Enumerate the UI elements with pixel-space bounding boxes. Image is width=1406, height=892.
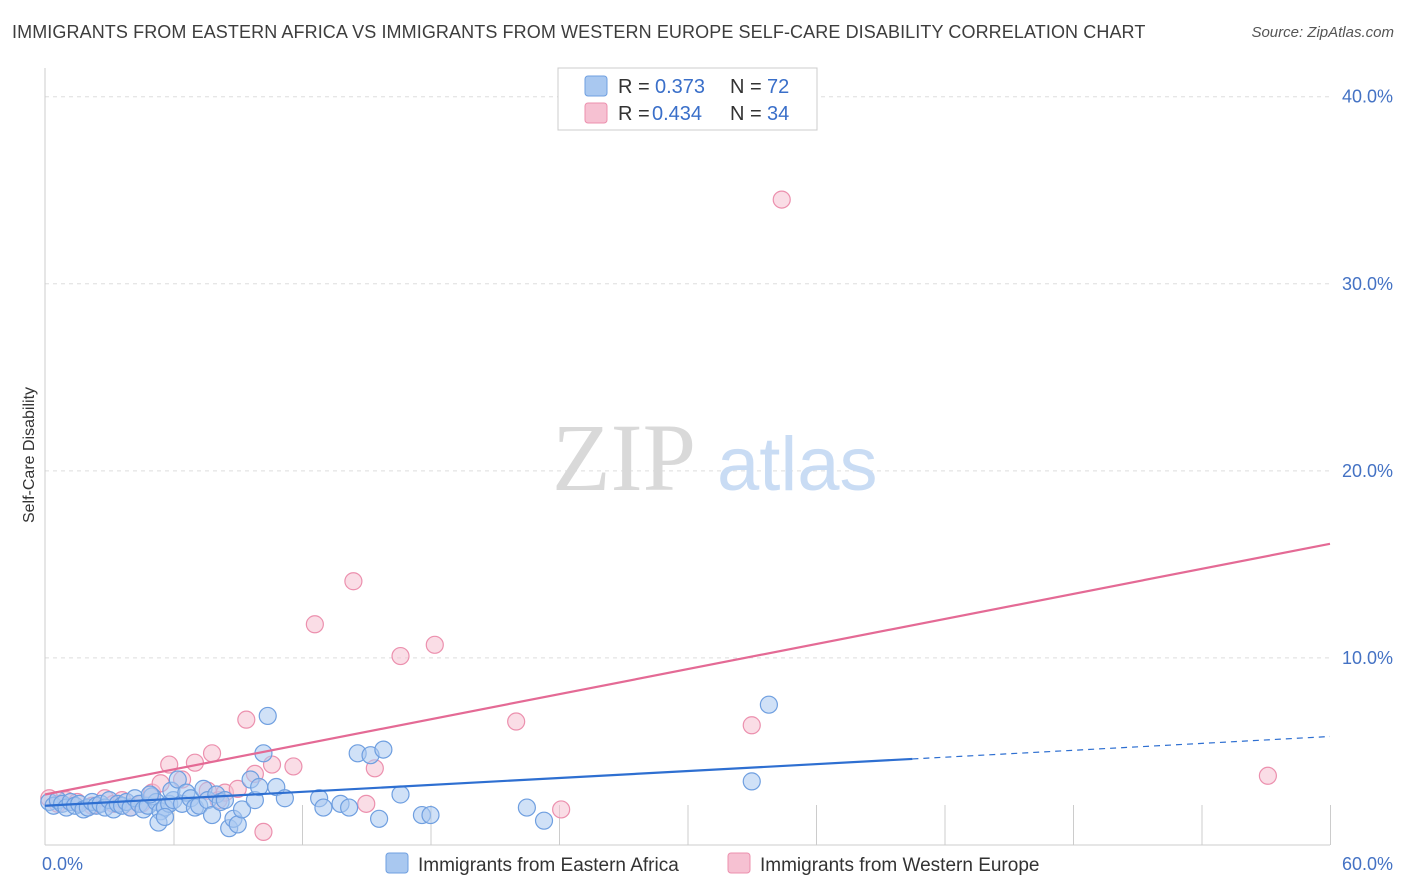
bottom-legend-swatch-blue xyxy=(385,852,409,874)
tick-labels: 10.0% 20.0% 30.0% 40.0% 0.0% 60.0% xyxy=(42,87,1393,874)
data-point-pink xyxy=(1258,766,1277,785)
data-point-pink xyxy=(344,572,363,591)
data-point-pink xyxy=(228,779,247,798)
legend-swatch-pink xyxy=(584,102,608,124)
legend-swatch-blue xyxy=(584,75,608,97)
data-point-blue xyxy=(228,815,247,834)
legend-r-label-2: R = xyxy=(618,103,650,125)
trend-line-pink xyxy=(44,542,1331,796)
chart-title: IMMIGRANTS FROM EASTERN AFRICA VS IMMIGR… xyxy=(12,22,1146,42)
data-point-blue xyxy=(370,809,389,828)
legend-box: R = 0.373 N = 72 R = 0.434 N = 34 xyxy=(557,67,818,131)
series-eastern-africa-points xyxy=(40,695,778,838)
data-point-blue xyxy=(258,706,277,726)
bottom-legend-label-blue: Immigrants from Eastern Africa xyxy=(418,855,679,876)
data-point-blue xyxy=(742,772,761,791)
data-point-pink xyxy=(254,822,273,842)
x-tick-label: 0.0% xyxy=(42,854,83,874)
data-point-blue xyxy=(517,798,536,817)
data-point-blue xyxy=(391,785,410,804)
watermark-zip: ZIP xyxy=(552,404,696,511)
legend-n-label-1: N = xyxy=(730,76,762,98)
watermark: ZIP atlas xyxy=(552,404,878,511)
trend-line-blue xyxy=(44,757,913,807)
data-point-blue xyxy=(155,807,175,827)
source-label: Source: ZipAtlas.com xyxy=(1251,24,1394,41)
data-point-blue xyxy=(168,770,187,789)
data-point-pink xyxy=(202,744,222,763)
legend-r-value-1: 0.373 xyxy=(655,76,705,98)
data-point-pink xyxy=(237,710,256,729)
data-point-blue xyxy=(215,791,234,810)
legend-n-value-2: 34 xyxy=(767,103,789,125)
x-tick-label: 60.0% xyxy=(1342,854,1393,874)
gridlines xyxy=(45,96,1330,659)
bottom-legend-swatch-pink xyxy=(727,852,751,874)
data-point-blue xyxy=(421,805,440,825)
data-point-blue xyxy=(374,740,393,759)
data-point-pink xyxy=(185,753,205,772)
data-point-blue xyxy=(534,811,554,830)
data-point-pink xyxy=(425,635,444,654)
data-point-pink xyxy=(284,757,303,776)
data-point-pink xyxy=(742,716,761,735)
data-point-pink xyxy=(552,800,571,819)
y-axis-label: Self-Care Disability xyxy=(21,387,38,523)
bottom-legend-label-pink: Immigrants from Western Europe xyxy=(760,855,1039,876)
data-point-blue xyxy=(202,805,222,825)
data-point-blue xyxy=(340,798,359,817)
data-point-blue xyxy=(759,695,778,714)
data-point-blue xyxy=(232,800,252,819)
data-point-pink xyxy=(391,646,410,666)
watermark-atlas: atlas xyxy=(717,422,878,507)
legend-n-label-2: N = xyxy=(730,103,762,125)
axes xyxy=(44,68,1331,846)
data-point-pink xyxy=(772,190,791,209)
data-point-blue xyxy=(314,798,333,817)
legend-r-label-1: R = xyxy=(618,76,650,98)
data-point-pink xyxy=(305,615,324,634)
series-western-europe-points xyxy=(40,190,1277,842)
y-tick-label: 40.0% xyxy=(1342,87,1393,107)
data-point-pink xyxy=(357,794,376,813)
bottom-legend: Immigrants from Eastern Africa Immigrant… xyxy=(385,852,1039,876)
y-tick-label: 30.0% xyxy=(1342,274,1393,294)
y-tick-label: 20.0% xyxy=(1342,461,1393,481)
y-tick-label: 10.0% xyxy=(1342,648,1393,668)
legend-r-value-2: 0.434 xyxy=(652,103,702,125)
trend-lines xyxy=(44,542,1331,807)
trend-line-extension-blue xyxy=(912,735,1331,760)
data-point-pink xyxy=(507,712,526,731)
legend-n-value-1: 72 xyxy=(767,76,789,98)
